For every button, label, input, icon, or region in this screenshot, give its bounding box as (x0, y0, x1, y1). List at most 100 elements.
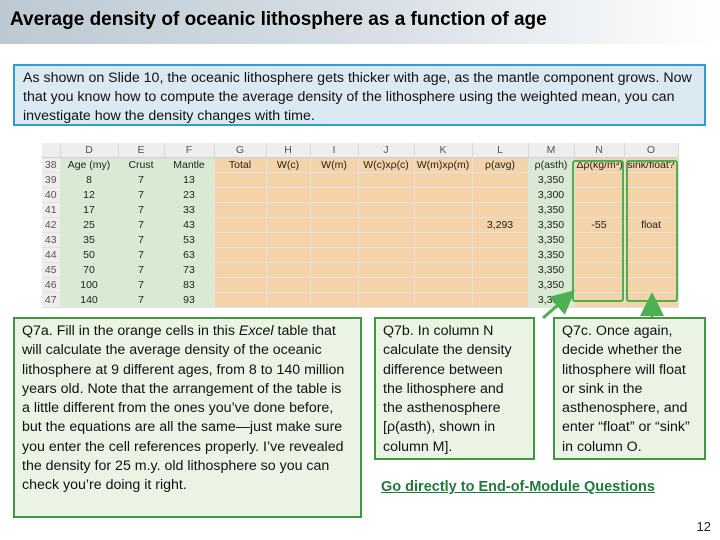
pasth-cell[interactable]: 3,350 (528, 292, 575, 308)
age-cell[interactable]: 12 (60, 187, 119, 203)
row-number[interactable]: 41 (42, 202, 61, 218)
row-number[interactable]: 47 (42, 292, 61, 308)
wcpc-cell[interactable] (358, 232, 415, 248)
crust-cell[interactable]: 7 (118, 247, 165, 263)
pavg-cell[interactable] (472, 277, 529, 293)
crust-cell[interactable]: 7 (118, 172, 165, 188)
delta-cell[interactable] (574, 277, 625, 293)
header-cell[interactable]: ρ(asth) (528, 157, 575, 173)
mantle-cell[interactable]: 13 (164, 172, 215, 188)
header-cell[interactable]: Crust (118, 157, 165, 173)
col-letter[interactable]: D (60, 143, 119, 158)
age-cell[interactable]: 17 (60, 202, 119, 218)
header-cell[interactable]: W(m)xρ(m) (414, 157, 473, 173)
pavg-cell[interactable] (472, 262, 529, 278)
wc-cell[interactable] (266, 232, 311, 248)
header-cell[interactable]: ρ(avg) (472, 157, 529, 173)
pasth-cell[interactable]: 3,350 (528, 217, 575, 233)
wmpm-cell[interactable] (414, 217, 473, 233)
crust-cell[interactable]: 7 (118, 262, 165, 278)
header-cell[interactable]: Age (my) (60, 157, 119, 173)
col-letter[interactable]: G (214, 143, 267, 158)
pavg-cell[interactable] (472, 202, 529, 218)
pasth-cell[interactable]: 3,350 (528, 172, 575, 188)
wc-cell[interactable] (266, 187, 311, 203)
wcpc-cell[interactable] (358, 172, 415, 188)
wcpc-cell[interactable] (358, 277, 415, 293)
mantle-cell[interactable]: 93 (164, 292, 215, 308)
wm-cell[interactable] (310, 262, 359, 278)
age-cell[interactable]: 70 (60, 262, 119, 278)
crust-cell[interactable]: 7 (118, 217, 165, 233)
col-letter[interactable]: M (528, 143, 575, 158)
pasth-cell[interactable]: 3,350 (528, 232, 575, 248)
wc-cell[interactable] (266, 172, 311, 188)
age-cell[interactable]: 50 (60, 247, 119, 263)
wm-cell[interactable] (310, 277, 359, 293)
row-number[interactable]: 39 (42, 172, 61, 188)
row-number[interactable]: 43 (42, 232, 61, 248)
col-letter[interactable]: L (472, 143, 529, 158)
header-cell[interactable]: W(m) (310, 157, 359, 173)
wc-cell[interactable] (266, 202, 311, 218)
wmpm-cell[interactable] (414, 262, 473, 278)
age-cell[interactable]: 100 (60, 277, 119, 293)
pavg-cell[interactable] (472, 247, 529, 263)
total-cell[interactable] (214, 232, 267, 248)
crust-cell[interactable]: 7 (118, 202, 165, 218)
pavg-cell[interactable] (472, 292, 529, 308)
header-cell[interactable]: W(c)xρ(c) (358, 157, 415, 173)
col-letter[interactable]: H (266, 143, 311, 158)
wcpc-cell[interactable] (358, 187, 415, 203)
col-letter[interactable]: I (310, 143, 359, 158)
wc-cell[interactable] (266, 247, 311, 263)
wmpm-cell[interactable] (414, 232, 473, 248)
wm-cell[interactable] (310, 202, 359, 218)
wm-cell[interactable] (310, 232, 359, 248)
age-cell[interactable]: 25 (60, 217, 119, 233)
col-letter[interactable]: O (624, 143, 679, 158)
age-cell[interactable]: 140 (60, 292, 119, 308)
crust-cell[interactable]: 7 (118, 277, 165, 293)
row-number[interactable]: 38 (42, 157, 61, 173)
total-cell[interactable] (214, 172, 267, 188)
pasth-cell[interactable]: 3,350 (528, 247, 575, 263)
wm-cell[interactable] (310, 292, 359, 308)
wc-cell[interactable] (266, 277, 311, 293)
wc-cell[interactable] (266, 262, 311, 278)
pasth-cell[interactable]: 3,350 (528, 262, 575, 278)
col-letter[interactable]: J (358, 143, 415, 158)
crust-cell[interactable]: 7 (118, 187, 165, 203)
mantle-cell[interactable]: 43 (164, 217, 215, 233)
wmpm-cell[interactable] (414, 187, 473, 203)
wmpm-cell[interactable] (414, 172, 473, 188)
row-number[interactable]: 44 (42, 247, 61, 263)
wc-cell[interactable] (266, 292, 311, 308)
row-number[interactable]: 40 (42, 187, 61, 203)
wmpm-cell[interactable] (414, 202, 473, 218)
sinkfloat-cell[interactable] (624, 187, 679, 203)
col-letter[interactable]: F (164, 143, 215, 158)
sinkfloat-cell[interactable] (624, 232, 679, 248)
sinkfloat-cell[interactable]: float (624, 217, 679, 233)
end-of-module-link[interactable]: Go directly to End-of-Module Questions (381, 479, 655, 495)
corner-cell[interactable] (42, 143, 61, 158)
wcpc-cell[interactable] (358, 217, 415, 233)
total-cell[interactable] (214, 277, 267, 293)
total-cell[interactable] (214, 187, 267, 203)
delta-cell[interactable] (574, 232, 625, 248)
sinkfloat-cell[interactable] (624, 247, 679, 263)
wm-cell[interactable] (310, 217, 359, 233)
col-letter[interactable]: K (414, 143, 473, 158)
col-letter[interactable]: N (574, 143, 625, 158)
wm-cell[interactable] (310, 187, 359, 203)
row-number[interactable]: 45 (42, 262, 61, 278)
mantle-cell[interactable]: 73 (164, 262, 215, 278)
wcpc-cell[interactable] (358, 262, 415, 278)
pasth-cell[interactable]: 3,300 (528, 187, 575, 203)
wcpc-cell[interactable] (358, 292, 415, 308)
header-cell[interactable]: W(c) (266, 157, 311, 173)
total-cell[interactable] (214, 202, 267, 218)
mantle-cell[interactable]: 53 (164, 232, 215, 248)
delta-cell[interactable] (574, 172, 625, 188)
